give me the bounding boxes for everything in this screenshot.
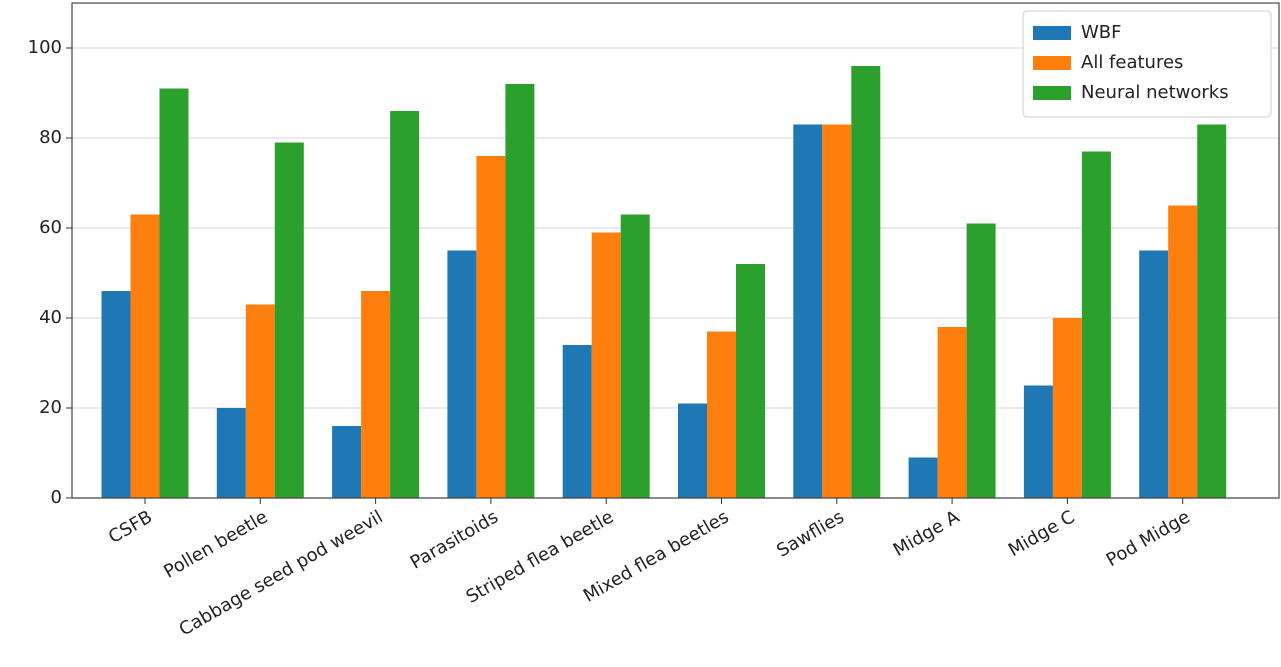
bar	[361, 291, 391, 498]
bar	[130, 214, 160, 498]
x-tick-label: Pollen beetle	[160, 506, 271, 582]
legend-label: All features	[1081, 52, 1183, 73]
bar	[707, 331, 736, 498]
legend-label: Neural networks	[1081, 82, 1229, 103]
y-tick-label: 80	[39, 127, 62, 148]
bar	[332, 426, 362, 498]
bar	[822, 124, 852, 498]
bar	[736, 264, 765, 498]
bar	[447, 250, 477, 498]
legend-box	[1022, 10, 1272, 118]
y-tick-label: 60	[39, 217, 62, 238]
bar	[216, 408, 246, 498]
bar	[793, 124, 823, 498]
bar	[1081, 151, 1111, 498]
x-tick-label: Parasitoids	[407, 506, 502, 573]
bar	[101, 291, 131, 498]
bar	[562, 345, 592, 498]
bar	[620, 214, 650, 498]
x-tick-label: CSFB	[105, 506, 156, 548]
bar	[1023, 385, 1053, 498]
bar	[274, 142, 304, 498]
bar	[851, 66, 881, 498]
legend-swatch	[1033, 86, 1071, 100]
bar	[476, 156, 506, 498]
bar	[1052, 318, 1082, 498]
bar	[591, 232, 621, 498]
bar	[245, 304, 275, 498]
y-tick-label: 100	[28, 37, 62, 58]
bar	[1139, 250, 1169, 498]
plot-frame	[71, 2, 1280, 499]
bar	[966, 223, 996, 498]
bar	[505, 84, 535, 498]
legend-label: WBF	[1081, 22, 1122, 43]
x-tick-label: Midge A	[890, 506, 964, 561]
y-tick-label: 20	[39, 397, 62, 418]
bar	[1168, 205, 1198, 498]
legend-swatch	[1033, 56, 1071, 70]
bar	[1197, 124, 1227, 498]
y-tick-label: 40	[39, 307, 62, 328]
bar	[390, 111, 420, 498]
x-tick-label: Pod Midge	[1103, 506, 1194, 571]
bar	[908, 457, 938, 498]
bar	[937, 327, 967, 498]
x-tick-label: Midge C	[1005, 506, 1079, 561]
x-tick-label: Cabbage seed pod weevil	[176, 506, 387, 640]
bar	[678, 403, 707, 498]
x-tick-label: Sawflies	[773, 506, 848, 561]
bar	[159, 88, 189, 498]
legend-swatch	[1033, 26, 1071, 40]
y-tick-label: 0	[51, 487, 62, 508]
